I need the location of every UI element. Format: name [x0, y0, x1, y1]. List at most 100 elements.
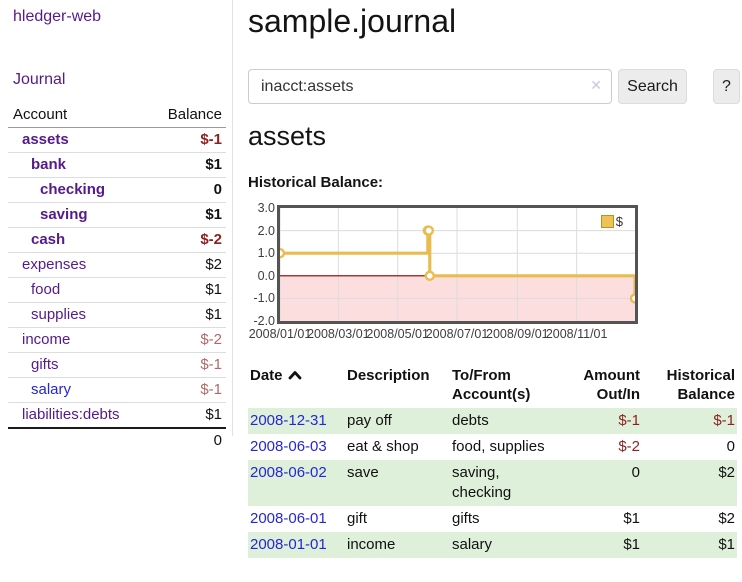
accounts-total-spacer [8, 427, 148, 453]
chart-title: Historical Balance: [248, 174, 384, 191]
account-link[interactable]: liabilities:debts [22, 406, 120, 423]
account-link[interactable]: cash [31, 231, 66, 248]
transaction-date-cell: 2008-01-01 [248, 532, 345, 558]
account-name-cell: bank [8, 152, 148, 178]
accounts-total-value: 0 [147, 427, 226, 453]
sort-ascending-icon [288, 371, 301, 380]
transaction-date-link[interactable]: 2008-06-03 [250, 438, 327, 455]
transaction-amount-cell: $1 [623, 510, 640, 527]
legend-swatch-icon [600, 215, 614, 228]
x-axis-tick-label: 2008/11/01 [545, 327, 608, 341]
account-link[interactable]: gifts [31, 356, 59, 373]
data-point-marker [424, 270, 435, 282]
transaction-amount-cell: $-1 [618, 412, 640, 429]
account-row: salary $-1 [8, 377, 226, 403]
account-link[interactable]: income [22, 331, 71, 348]
account-balance: $1 [147, 202, 226, 228]
transaction-balance-cell: $2 [718, 464, 735, 481]
accounts-header-balance: Balance [147, 103, 226, 128]
y-axis-tick-label: 0.0 [257, 268, 275, 283]
page-title: sample.journal [248, 3, 457, 39]
register-table: Date Description To/From Account(s) Amou… [248, 362, 737, 558]
search-row: ✕ Search ? [248, 69, 742, 104]
account-row: income $-2 [8, 327, 226, 353]
account-row: gifts $-1 [8, 352, 226, 378]
register-header-date-label: Date [250, 367, 283, 384]
account-link[interactable]: supplies [31, 306, 87, 323]
y-axis-tick-label: -2.0 [253, 314, 275, 328]
account-balance: $-1 [147, 377, 226, 403]
transaction-description-cell: gift [347, 510, 368, 527]
transaction-date-link[interactable]: 2008-06-01 [250, 510, 327, 527]
accounts-total-row: 0 [8, 427, 226, 453]
account-name-cell: gifts [8, 352, 148, 378]
account-link[interactable]: salary [31, 381, 72, 398]
transaction-description-cell: save [347, 464, 379, 481]
account-row: checking 0 [8, 177, 226, 203]
search-button[interactable]: Search [618, 69, 687, 104]
account-row: saving $1 [8, 202, 226, 228]
transaction-balance-cell: $1 [718, 536, 735, 553]
account-row: expenses $2 [8, 252, 226, 278]
account-balance: $-2 [147, 227, 226, 253]
x-axis-tick-label: 2008/03/01 [307, 327, 370, 341]
register-header-balance: Historical Balance [666, 367, 735, 403]
chart-legend: $ [598, 213, 625, 230]
account-link[interactable]: bank [31, 156, 67, 173]
account-link[interactable]: food [31, 281, 61, 298]
y-axis-tick-label: -1.0 [253, 291, 275, 306]
account-balance: $2 [147, 252, 226, 278]
transaction-description-cell: eat & shop [347, 438, 419, 455]
account-balance: $1 [147, 402, 226, 428]
y-axis-tick-label: 2.0 [257, 223, 275, 238]
account-balance: $-1 [147, 352, 226, 378]
account-title: assets [248, 121, 327, 151]
transaction-date-link[interactable]: 2008-06-02 [250, 464, 327, 481]
register-row: 2008-06-02 save saving, checking 0 $2 [248, 460, 737, 506]
search-input[interactable] [248, 69, 612, 104]
account-row: bank $1 [8, 152, 226, 178]
transaction-amount-cell: 0 [631, 464, 640, 481]
accounts-header-row: Account Balance [8, 103, 226, 128]
balance-chart[interactable]: $ [277, 205, 638, 324]
account-name-cell: checking [8, 177, 148, 203]
account-row: food $1 [8, 277, 226, 303]
transaction-balance-cell: 0 [726, 438, 735, 455]
main-content: sample.journal ✕ Search ? assets Histori… [248, 0, 742, 582]
account-name-cell: expenses [8, 252, 148, 278]
account-link[interactable]: saving [40, 206, 88, 223]
register-row: 2008-06-01 gift gifts $1 $2 [248, 506, 737, 532]
transaction-accounts-cell: food, supplies [452, 438, 545, 455]
sidebar-item-journal[interactable]: Journal [13, 71, 66, 88]
balance-chart-canvas [280, 208, 635, 321]
transaction-date-cell: 2008-12-31 [248, 408, 345, 434]
clear-search-icon[interactable]: ✕ [590, 77, 602, 93]
transaction-date-link[interactable]: 2008-01-01 [250, 536, 327, 553]
data-point-marker [629, 293, 635, 304]
transaction-balance-cell: $2 [718, 510, 735, 527]
account-balance: $-2 [147, 327, 226, 353]
account-link[interactable]: expenses [22, 256, 87, 273]
transaction-description-cell: income [347, 536, 396, 553]
x-axis-tick-label: 2008/01/01 [248, 327, 312, 341]
register-header-amount: Amount Out/In [583, 367, 640, 403]
register-row: 2008-01-01 income salary $1 $1 [248, 532, 737, 558]
transaction-date-link[interactable]: 2008-12-31 [250, 412, 327, 429]
account-link[interactable]: checking [40, 181, 106, 198]
register-row: 2008-12-31 pay off debts $-1 $-1 [248, 408, 737, 434]
transaction-description-cell: pay off [347, 412, 392, 429]
account-name-cell: supplies [8, 302, 148, 328]
account-name-cell: cash [8, 227, 148, 253]
account-link[interactable]: assets [22, 131, 69, 148]
help-button[interactable]: ? [713, 69, 740, 104]
account-name-cell: income [8, 327, 148, 353]
data-point-marker [280, 248, 286, 259]
legend-label: $ [615, 214, 623, 229]
brand-link[interactable]: hledger-web [13, 8, 102, 25]
register-header-date: Date [248, 362, 345, 408]
register-header-accounts: To/From Account(s) [452, 367, 531, 403]
register-header-row: Date Description To/From Account(s) Amou… [248, 362, 737, 408]
transaction-accounts-cell: salary [452, 536, 493, 553]
transaction-date-cell: 2008-06-03 [248, 434, 345, 460]
